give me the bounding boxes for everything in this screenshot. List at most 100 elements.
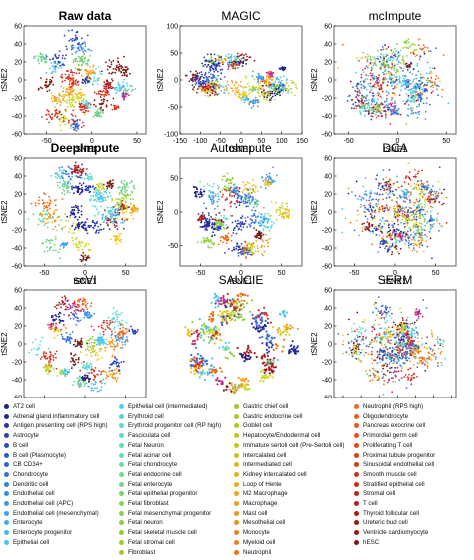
scatter-point bbox=[416, 250, 418, 253]
scatter-point bbox=[410, 83, 413, 85]
scatter-point bbox=[60, 76, 63, 79]
scatter-point bbox=[46, 118, 48, 121]
scatter-point bbox=[71, 53, 74, 55]
scatter-point bbox=[253, 246, 256, 248]
scatter-point bbox=[252, 102, 255, 105]
scatter-point bbox=[87, 81, 89, 83]
scatter-point bbox=[282, 75, 285, 78]
scatter-point bbox=[72, 186, 75, 189]
scatter-point bbox=[418, 79, 421, 82]
scatter-point bbox=[227, 65, 230, 68]
scatter-point bbox=[256, 245, 259, 247]
scatter-point bbox=[238, 91, 240, 94]
scatter-point bbox=[99, 96, 102, 98]
scatter-point bbox=[364, 67, 366, 70]
scatter-point bbox=[85, 244, 87, 247]
scatter-point bbox=[77, 221, 80, 224]
scatter-point bbox=[361, 69, 364, 71]
scatter-point bbox=[420, 48, 423, 51]
scatter-point bbox=[207, 71, 210, 74]
scatter-point bbox=[102, 196, 105, 199]
scatter-point bbox=[434, 84, 437, 87]
scatter-point bbox=[105, 189, 108, 191]
scatter-point bbox=[236, 223, 239, 225]
scatter-point bbox=[441, 203, 443, 206]
scatter-point bbox=[101, 199, 104, 202]
scatter-point bbox=[379, 188, 382, 191]
scatter-point bbox=[126, 194, 129, 197]
scatter-point bbox=[108, 87, 111, 89]
scatter-point bbox=[115, 240, 117, 242]
scatter-point bbox=[416, 213, 418, 216]
scatter-point bbox=[379, 56, 382, 58]
scatter-point bbox=[225, 55, 228, 57]
scatter-point bbox=[78, 49, 80, 52]
scatter-point bbox=[73, 105, 76, 108]
scatter-point bbox=[128, 182, 131, 185]
scatter-point bbox=[382, 82, 384, 84]
scatter-point bbox=[432, 193, 435, 196]
scatter-point bbox=[214, 83, 217, 86]
scatter-point bbox=[267, 71, 269, 74]
scatter-point bbox=[112, 222, 115, 225]
scatter-point bbox=[371, 67, 374, 70]
scatter-point bbox=[77, 223, 79, 226]
scatter-point bbox=[392, 59, 394, 62]
scatter-point bbox=[281, 202, 284, 205]
scatter-point bbox=[30, 202, 33, 205]
scatter-point bbox=[240, 201, 243, 203]
scatter-point bbox=[80, 244, 82, 247]
scatter-point bbox=[77, 80, 80, 83]
scatter-point bbox=[184, 74, 187, 77]
scatter-point bbox=[200, 215, 203, 217]
scatter-point bbox=[392, 92, 395, 94]
scatter-point bbox=[70, 38, 72, 41]
scatter-point bbox=[420, 99, 422, 101]
scatter-point bbox=[369, 78, 372, 81]
scatter-point bbox=[223, 91, 226, 94]
scatter-point bbox=[415, 183, 418, 186]
scatter-point bbox=[122, 227, 125, 230]
scatter-point bbox=[410, 193, 413, 196]
scatter-point bbox=[254, 100, 256, 103]
panel-title: AutoImpute bbox=[210, 141, 272, 155]
scatter-point bbox=[438, 80, 441, 83]
scatter-point bbox=[394, 47, 396, 50]
scatter-point bbox=[74, 125, 77, 127]
scatter-point bbox=[133, 209, 136, 212]
scatter-point bbox=[369, 62, 372, 65]
scatter-point bbox=[119, 199, 122, 201]
y-tick-label: -40 bbox=[322, 113, 332, 120]
scatter-point bbox=[241, 96, 244, 98]
scatter-point bbox=[127, 88, 130, 91]
scatter-point bbox=[114, 221, 116, 224]
scatter-point bbox=[66, 242, 69, 245]
scatter-point bbox=[229, 214, 232, 217]
scatter-point bbox=[408, 195, 411, 197]
y-tick-label: -60 bbox=[322, 131, 332, 138]
scatter-point bbox=[360, 83, 363, 86]
scatter-point bbox=[257, 78, 259, 81]
scatter-point bbox=[393, 92, 396, 95]
scatter-point bbox=[273, 222, 275, 224]
scatter-point bbox=[384, 68, 386, 71]
scatter-point bbox=[352, 103, 355, 106]
scatter-point bbox=[63, 57, 66, 60]
scatter-point bbox=[193, 89, 196, 92]
scatter-point bbox=[217, 64, 219, 67]
scatter-point bbox=[273, 98, 276, 101]
scatter-point bbox=[117, 198, 119, 201]
scatter-point bbox=[117, 238, 120, 240]
scatter-point bbox=[58, 186, 61, 189]
scatter-point bbox=[115, 198, 117, 201]
scatter-point bbox=[419, 55, 422, 58]
scatter-point bbox=[421, 169, 423, 172]
scatter-point bbox=[204, 63, 207, 66]
scatter-point bbox=[213, 94, 216, 96]
scatter-point bbox=[80, 105, 82, 107]
scatter-point bbox=[248, 199, 251, 202]
scatter-point bbox=[210, 56, 213, 58]
scatter-point bbox=[408, 45, 411, 48]
scatter-point bbox=[96, 197, 99, 200]
scatter-point bbox=[390, 68, 393, 70]
